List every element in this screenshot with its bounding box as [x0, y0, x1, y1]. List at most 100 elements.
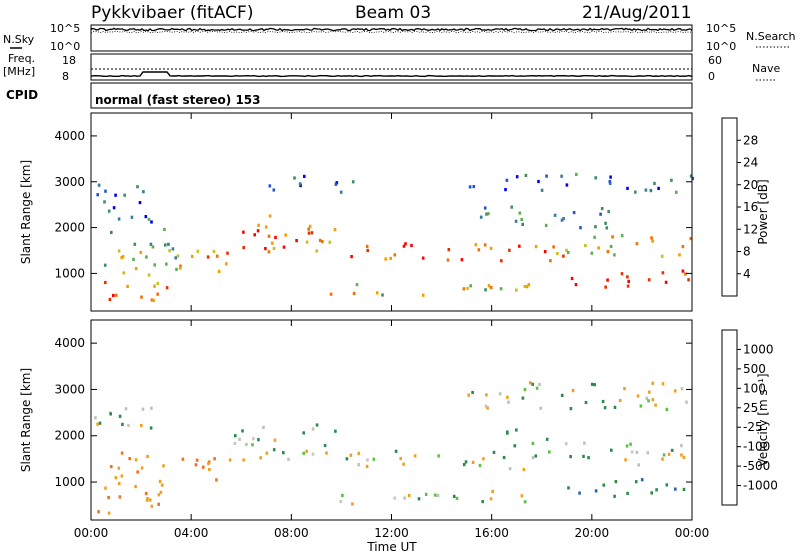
heatmap-cell: [639, 404, 643, 408]
heatmap-cell: [655, 488, 658, 492]
heatmap-cell: [252, 437, 255, 441]
power-heatmap: [96, 172, 695, 303]
y-tick-label: 1000: [54, 475, 85, 489]
heatmap-cell: [157, 493, 161, 497]
heatmap-cell: [97, 510, 100, 514]
heatmap-cell: [241, 429, 244, 433]
heatmap-cell: [508, 248, 511, 252]
heatmap-cell: [613, 405, 617, 409]
heatmap-cell: [610, 448, 613, 452]
heatmap-cell: [303, 174, 306, 178]
heatmap-cell: [647, 278, 651, 282]
heatmap-cell: [274, 235, 277, 240]
heatmap-cell: [413, 454, 417, 458]
heatmap-cell: [144, 215, 148, 219]
heatmap-cell: [97, 183, 101, 187]
heatmap-cell: [566, 250, 570, 255]
power-y-axis: 1000 2000 3000 4000: [54, 129, 692, 280]
heatmap-cell: [268, 214, 272, 218]
heatmap-cell: [323, 443, 327, 448]
heatmap-cell: [604, 285, 607, 289]
station-title: Pykkvibaer (fitACF): [91, 3, 253, 23]
heatmap-cell: [145, 255, 148, 259]
heatmap-cell: [150, 504, 154, 508]
heatmap-cell: [315, 249, 318, 253]
heatmap-cell: [653, 181, 656, 185]
heatmap-cell: [521, 222, 524, 226]
freq-tick-high: 18: [62, 54, 76, 67]
heatmap-cell: [562, 217, 565, 221]
heatmap-cell: [96, 422, 99, 426]
heatmap-cell: [680, 444, 683, 448]
heatmap-cell: [257, 223, 260, 227]
heatmap-cell: [560, 218, 564, 222]
heatmap-cell: [682, 455, 686, 459]
heatmap-cell: [481, 500, 484, 504]
heatmap-cell: [626, 186, 629, 190]
heatmap-cell: [674, 487, 677, 491]
heatmap-cell: [665, 407, 669, 411]
heatmap-cell: [144, 491, 148, 496]
heatmap-cell: [578, 491, 581, 495]
nave-tick-high: 60: [708, 54, 722, 67]
heatmap-cell: [107, 495, 110, 500]
noise-tick-right-low: 10^0: [706, 40, 736, 53]
heatmap-cell: [462, 463, 466, 467]
heatmap-cell: [215, 478, 218, 482]
heatmap-cell: [487, 212, 490, 216]
heatmap-cell: [124, 407, 128, 411]
heatmap-cell: [117, 482, 121, 486]
heatmap-cell: [117, 217, 121, 221]
heatmap-cell: [574, 283, 578, 287]
heatmap-cell: [365, 244, 369, 248]
heatmap-cell: [339, 190, 343, 194]
heatmap-cell: [485, 393, 488, 397]
heatmap-cell: [134, 267, 138, 271]
heatmap-cell: [121, 422, 124, 426]
heatmap-cell: [657, 186, 660, 190]
heatmap-cell: [472, 185, 476, 189]
heatmap-cell: [487, 284, 491, 288]
colorbar-tick-label: 20: [743, 178, 758, 192]
heatmap-cell: [267, 234, 271, 238]
time-axis-label: Time UT: [366, 540, 417, 554]
freq-trace: [90, 71, 693, 78]
heatmap-cell: [329, 292, 333, 296]
heatmap-cell: [308, 224, 312, 228]
date-title: 21/Aug/2011: [582, 3, 692, 23]
heatmap-cell: [613, 494, 616, 498]
heatmap-cell: [121, 255, 125, 259]
heatmap-cell: [282, 245, 286, 249]
nsearch-label: N.Search: [746, 30, 796, 43]
heatmap-cell: [623, 387, 626, 391]
freq-label-1: Freq.: [8, 52, 35, 65]
heatmap-cell: [646, 451, 650, 455]
heatmap-cell: [665, 483, 669, 487]
heatmap-cell: [491, 489, 494, 493]
heatmap-cell: [393, 253, 397, 257]
heatmap-cell: [402, 462, 405, 466]
colorbar-frame: [721, 329, 738, 506]
heatmap-cell: [520, 217, 523, 222]
power-colorbar-label: Power [dB]: [756, 179, 770, 244]
heatmap-cell: [253, 233, 256, 237]
colorbar-tick-label: -25: [743, 420, 763, 434]
heatmap-cell: [134, 485, 137, 489]
heatmap-cell: [522, 467, 526, 472]
heatmap-cell: [680, 387, 684, 391]
heatmap-cell: [630, 450, 634, 454]
heatmap-cell: [302, 451, 305, 455]
heatmap-cell: [207, 462, 210, 466]
heatmap-cell: [149, 498, 152, 502]
freq-strip-frame: [90, 53, 693, 81]
heatmap-cell: [110, 230, 113, 235]
heatmap-cell: [556, 252, 559, 256]
heatmap-cell: [315, 423, 319, 427]
heatmap-cell: [267, 250, 271, 254]
heatmap-cell: [636, 394, 640, 398]
y-tick-label: 1000: [54, 266, 85, 280]
y-tick-label: 3000: [54, 175, 85, 189]
heatmap-cell: [165, 262, 168, 266]
heatmap-cell: [98, 421, 102, 425]
heatmap-cell: [635, 242, 639, 246]
